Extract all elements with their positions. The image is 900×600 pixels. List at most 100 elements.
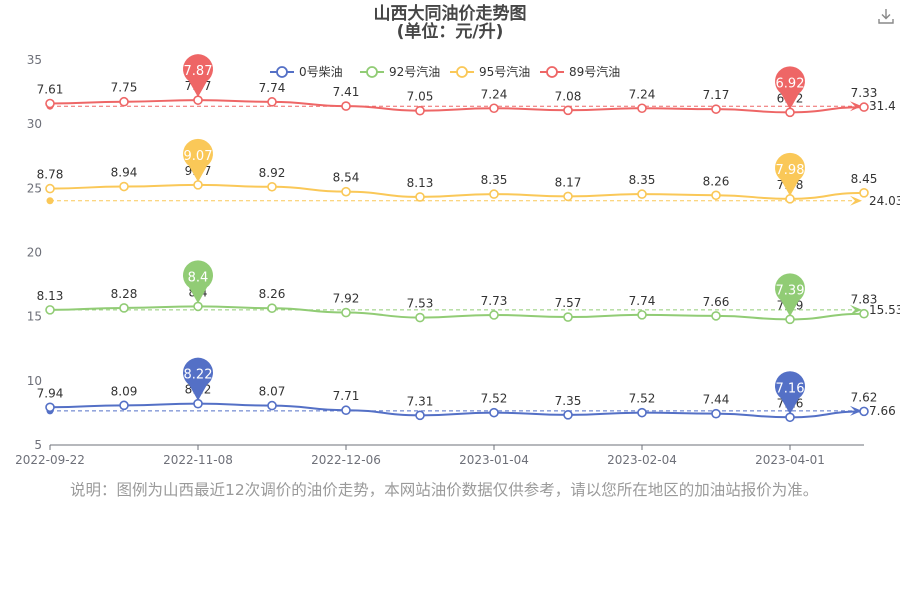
data-point	[489, 407, 499, 418]
min-pin: 6.92	[775, 66, 805, 110]
data-point	[637, 189, 647, 199]
data-label: 7.57	[555, 296, 582, 310]
pin-label: 6.92	[776, 76, 805, 91]
pin-label: 9.07	[184, 149, 213, 164]
data-label: 8.28	[111, 287, 138, 301]
pin-shape	[183, 260, 213, 304]
legend-item[interactable]: 89号汽油	[540, 64, 620, 79]
chart-title: 山西大同油价走势图	[373, 4, 527, 24]
data-point	[415, 105, 425, 116]
y-tick-label: 25	[27, 181, 42, 195]
data-point	[415, 192, 425, 202]
data-point	[563, 312, 573, 322]
axes: 5 10 15 20 25 30 35 2022-09-22 2022-11-08 2022-12…	[15, 53, 864, 467]
data-label: 7.62	[851, 390, 878, 404]
legend-label: 95号汽油	[479, 64, 530, 79]
y-tick-label: 10	[27, 374, 42, 388]
average-line-label: 15.53	[869, 303, 900, 317]
series-line	[49, 99, 865, 114]
legend-item[interactable]: 92号汽油	[360, 64, 440, 79]
data-label: 7.94	[37, 386, 64, 400]
data-label: 7.61	[37, 83, 64, 97]
min-pin: 7.16	[775, 371, 806, 415]
data-label: 7.35	[555, 394, 582, 408]
legend-label: 92号汽油	[389, 64, 440, 79]
data-label: 8.26	[703, 174, 730, 188]
data-labels: 7.94 8.09 8.22 8.07 7.71 7.31 7.52 7.35 7.52 7.44…	[37, 79, 878, 410]
average-line-arrow	[850, 101, 862, 112]
legend: 0号柴油 92号汽油 95号汽油 89号汽油	[270, 64, 620, 79]
data-label: 7.33	[851, 86, 878, 100]
data-label: 8.45	[851, 172, 878, 186]
legend-marker	[276, 66, 288, 78]
data-point	[119, 303, 129, 313]
data-point	[415, 312, 425, 323]
data-label: 8.94	[111, 166, 138, 180]
data-point	[193, 180, 203, 190]
data-label: 7.44	[703, 393, 730, 407]
pin-label: 7.87	[184, 64, 213, 79]
legend-label: 89号汽油	[569, 64, 620, 79]
data-point	[859, 102, 869, 112]
data-point	[119, 400, 129, 411]
data-label: 7.52	[629, 392, 656, 406]
data-point	[563, 191, 573, 202]
data-label: 8.92	[259, 166, 286, 180]
x-tick-label: 2023-04-01	[755, 453, 825, 467]
y-tick-label: 35	[27, 53, 42, 67]
pin-shape	[183, 138, 214, 182]
data-point	[489, 310, 499, 320]
average-line-arrow	[850, 304, 862, 315]
data-point	[785, 107, 795, 118]
data-points	[45, 95, 869, 423]
data-point	[785, 194, 795, 204]
data-point	[859, 406, 869, 417]
data-point	[119, 96, 129, 107]
data-label: 7.52	[481, 392, 508, 406]
max-pin: 9.07	[183, 138, 214, 182]
legend-item[interactable]: 95号汽油	[450, 64, 530, 79]
data-point	[193, 301, 203, 312]
legend-label: 0号柴油	[299, 65, 343, 79]
min-pin: 7.39	[775, 273, 806, 317]
data-label: 8.07	[259, 385, 286, 399]
x-tick-label: 2023-02-04	[607, 453, 677, 467]
data-point	[267, 97, 277, 107]
legend-item[interactable]: 0号柴油	[270, 65, 343, 79]
series-lines	[49, 99, 865, 419]
data-label: 8.17	[555, 175, 582, 189]
data-point	[637, 310, 647, 320]
data-point	[711, 408, 721, 419]
pin-label: 7.98	[776, 163, 805, 178]
data-label: 7.66	[703, 295, 730, 309]
data-point	[267, 181, 277, 192]
data-point	[489, 103, 499, 114]
data-label: 7.08	[555, 89, 582, 103]
data-label: 8.54	[333, 171, 360, 185]
data-label: 7.83	[851, 293, 878, 307]
data-point	[45, 183, 55, 194]
series-line	[49, 305, 865, 321]
data-point	[711, 311, 721, 321]
data-point	[711, 190, 721, 201]
data-label: 7.31	[407, 394, 434, 408]
data-point	[341, 101, 351, 111]
x-tick-label: 2022-12-06	[311, 453, 381, 467]
max-pin: 8.22	[183, 357, 213, 401]
data-label: 8.26	[259, 287, 286, 301]
data-label: 8.09	[111, 384, 138, 398]
data-label: 7.41	[333, 85, 360, 99]
x-tick-label: 2022-09-22	[15, 453, 85, 467]
data-point	[267, 400, 277, 411]
data-point	[563, 105, 573, 116]
data-label: 7.73	[481, 294, 508, 308]
average-line-label: 7.66	[869, 404, 896, 418]
data-point	[45, 305, 55, 315]
data-point	[341, 186, 351, 197]
extreme-markers: 8.22 7.16 8.4 7.39 9.07 7.98 7.87 6.92	[183, 54, 806, 415]
min-pin: 7.98	[775, 152, 805, 196]
pin-shape	[775, 371, 806, 415]
x-tick-label: 2023-01-04	[459, 453, 529, 467]
download-icon[interactable]	[877, 7, 895, 25]
x-tick-label: 2022-11-08	[163, 453, 233, 467]
